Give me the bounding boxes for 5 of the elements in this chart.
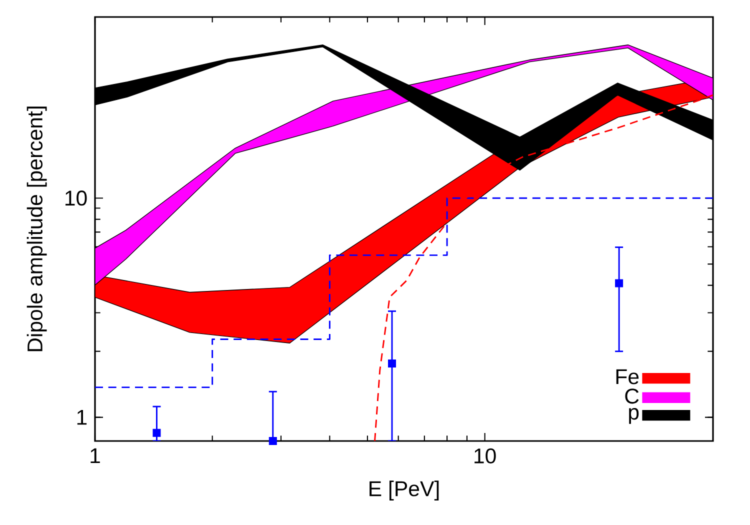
x-axis-title: E [PeV] [370,480,439,501]
y-axis-title: Dipole amplitude [percent] [26,106,47,352]
legend-label: Fe [616,369,639,384]
legend-label: C [625,388,639,404]
legend-label: p [629,408,639,424]
